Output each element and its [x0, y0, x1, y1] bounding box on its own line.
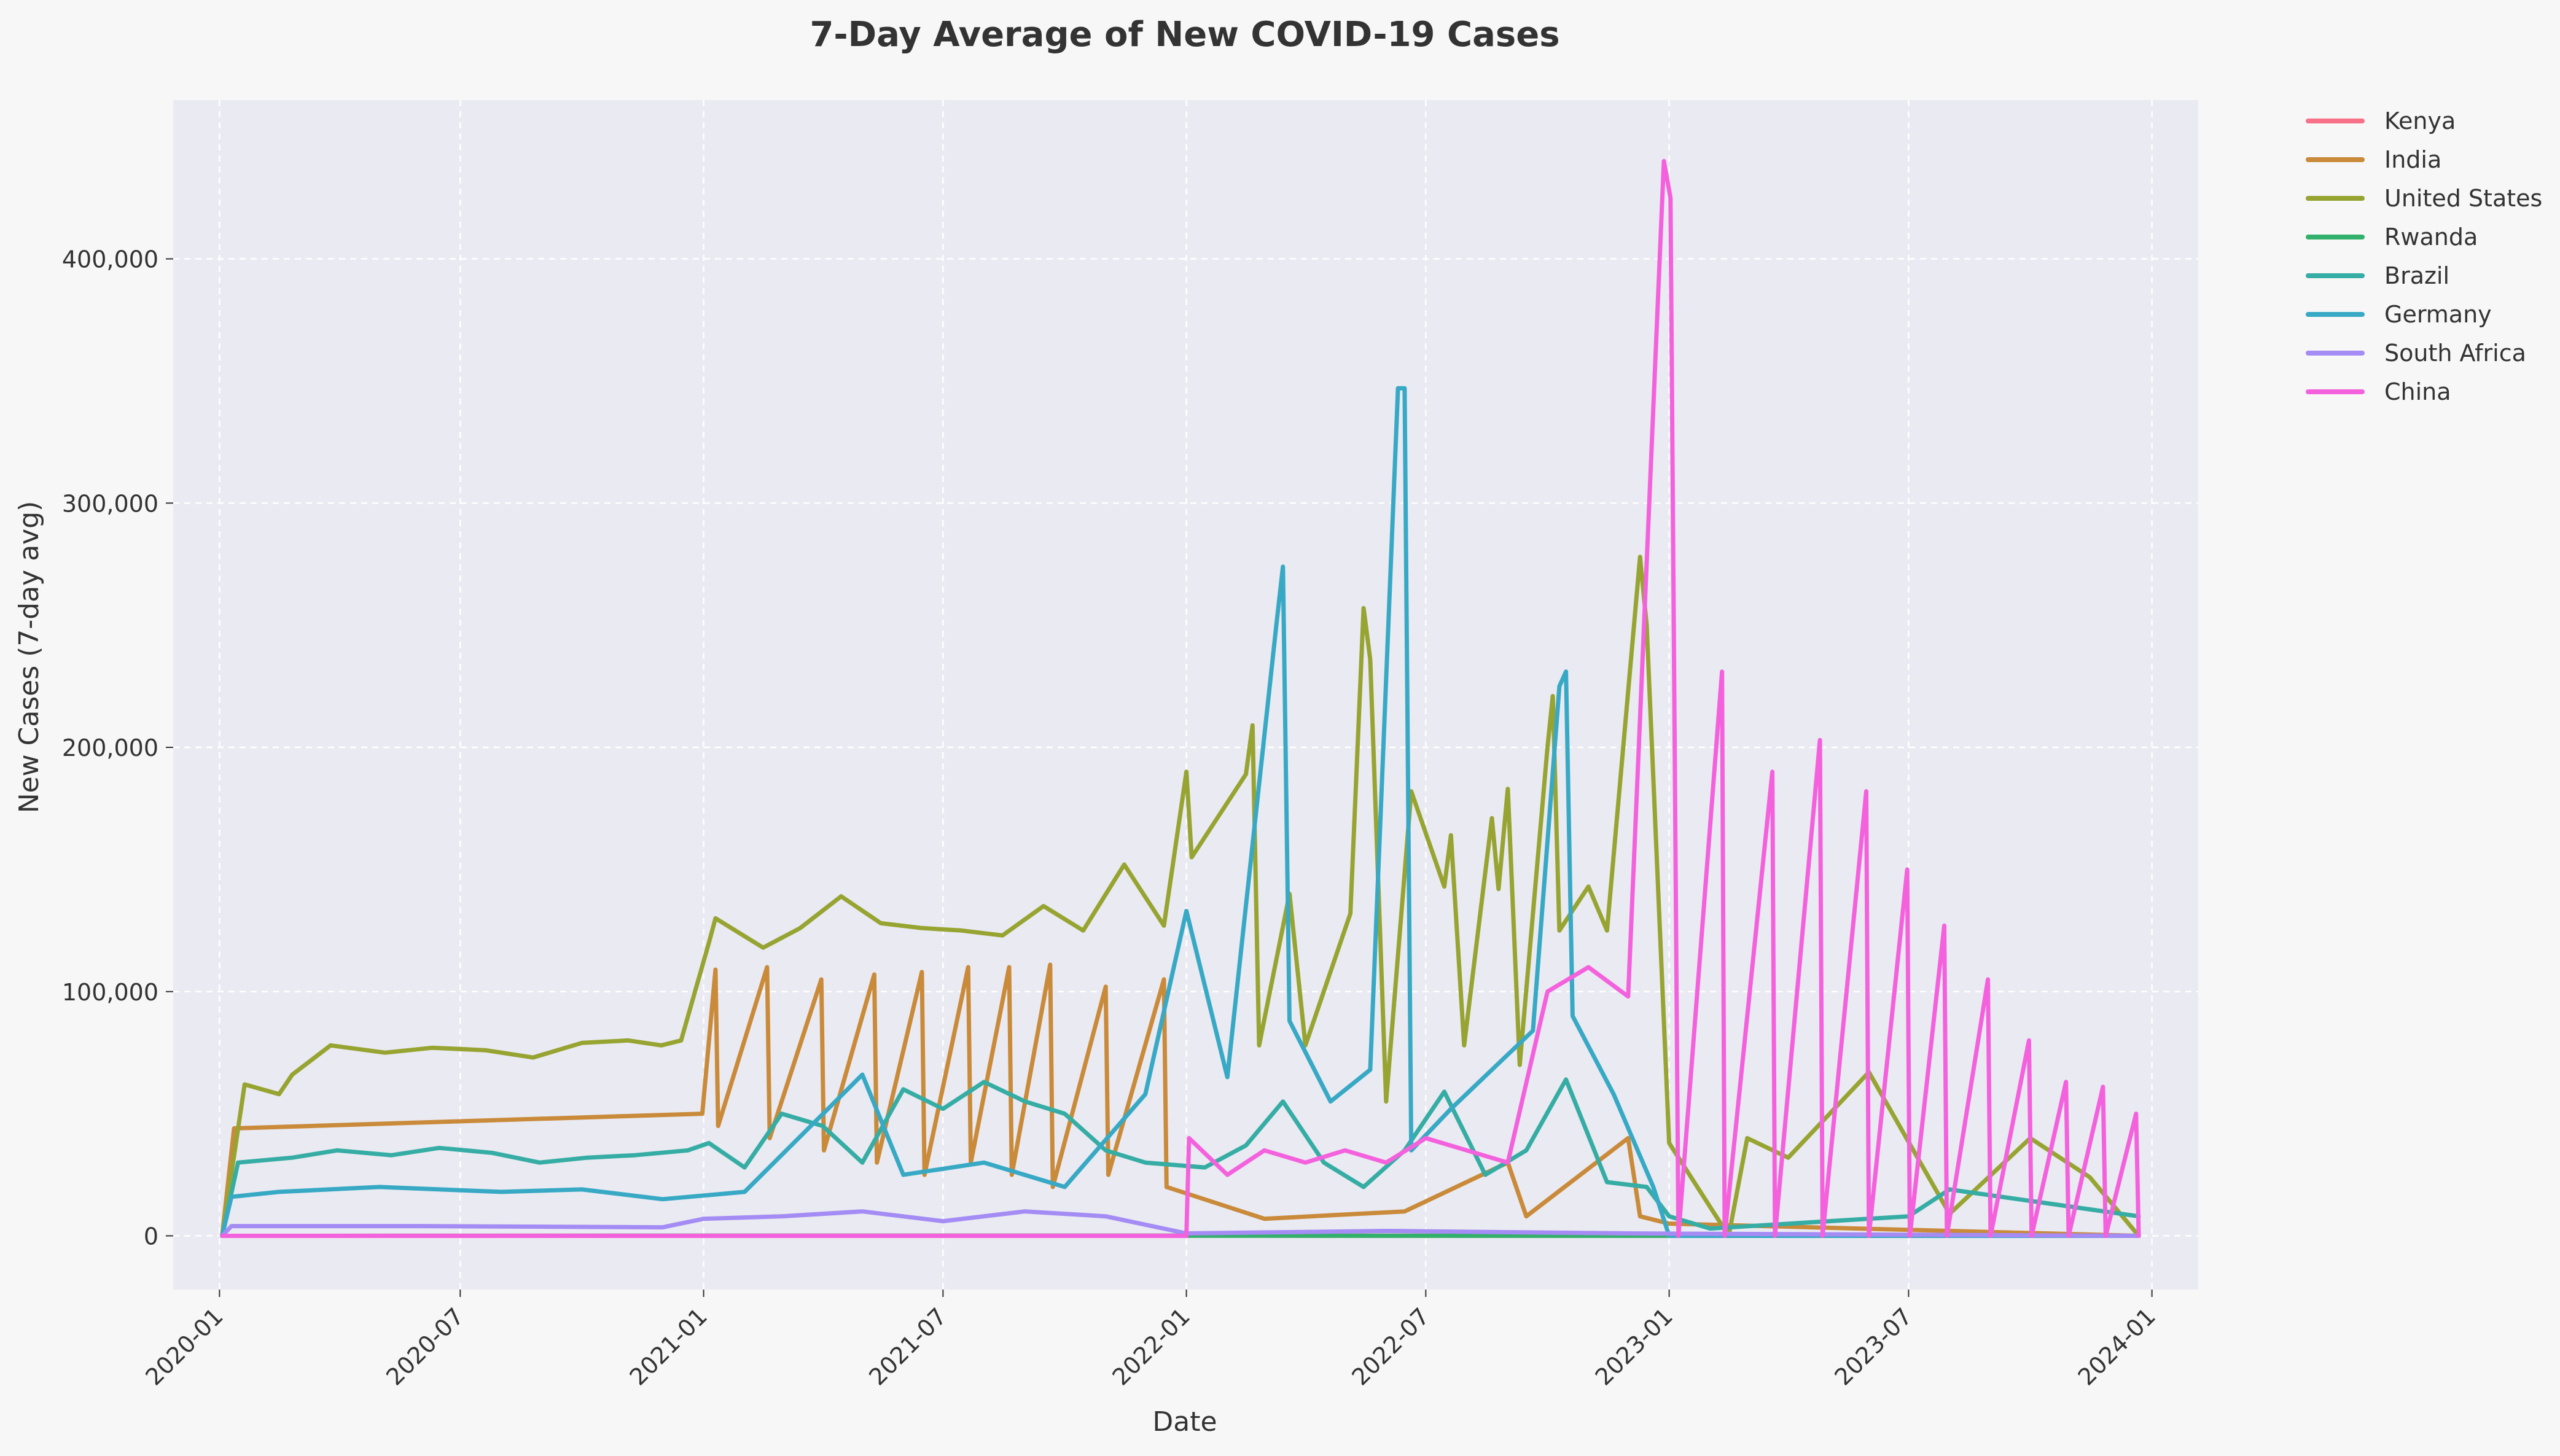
series-line-united-states: [220, 555, 2141, 1238]
series-line-germany: [220, 386, 2141, 1238]
legend-label-rwanda: Rwanda: [2384, 224, 2478, 251]
series-line-brazil: [220, 1077, 2141, 1238]
legend-label-germany: Germany: [2384, 301, 2492, 328]
series-lines: [220, 158, 2141, 1238]
legend: Kenya India United States Rwanda Brazil Germa…: [2306, 107, 2542, 405]
y-axis-ticks: 0 100,000 200,000 300,000 400,000: [62, 246, 173, 1250]
legend-label-united-states: United States: [2384, 185, 2542, 212]
plot-area: [173, 100, 2198, 1290]
legend-label-kenya: Kenya: [2384, 107, 2456, 134]
y-tick-label: 100,000: [62, 979, 158, 1006]
y-tick-label: 200,000: [62, 734, 158, 761]
legend-label-china: China: [2384, 378, 2451, 405]
series-line-south-africa: [220, 1209, 2141, 1238]
y-tick-label: 0: [144, 1223, 158, 1250]
y-axis-label: New Cases (7-day avg): [14, 501, 45, 814]
y-tick-label: 400,000: [62, 246, 158, 273]
x-axis-label: Date: [1152, 1406, 1217, 1438]
legend-label-brazil: Brazil: [2384, 262, 2449, 289]
legend-label-south-africa: South Africa: [2384, 340, 2526, 367]
chart-title: 7-Day Average of New COVID-19 Cases: [810, 15, 1559, 55]
y-tick-label: 300,000: [62, 490, 158, 517]
series-line-china: [220, 158, 2141, 1238]
legend-label-india: India: [2384, 146, 2441, 173]
